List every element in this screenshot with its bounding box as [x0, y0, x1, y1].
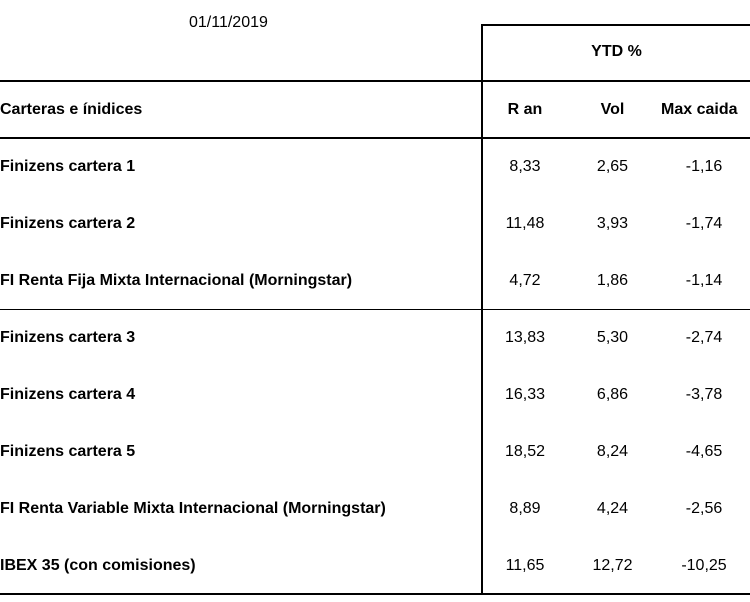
row-name: FI Renta Variable Mixta Internacional (M…	[0, 500, 386, 517]
row-name: Finizens cartera 4	[0, 386, 136, 403]
row-r-an: 8,89	[509, 500, 541, 517]
row-max-caida: -2,56	[685, 500, 723, 517]
row-max-caida: -4,65	[685, 443, 723, 460]
row-vol: 6,86	[596, 386, 629, 403]
column-divider	[481, 24, 483, 595]
row-max-caida: -2,74	[685, 329, 723, 346]
row-r-an: 16,33	[504, 386, 546, 403]
row-r-an: 4,72	[509, 272, 541, 289]
ytd-group-header: YTD %	[591, 43, 642, 60]
row-vol: 3,93	[596, 215, 629, 232]
row-vol: 8,24	[596, 443, 629, 460]
row-max-caida: -10,25	[681, 557, 727, 574]
r-an-header: R an	[507, 101, 543, 118]
group-separator-line	[0, 309, 750, 310]
row-name: Finizens cartera 3	[0, 329, 136, 346]
vol-header: Vol	[600, 101, 625, 118]
row-vol: 5,30	[596, 329, 629, 346]
row-name: FI Renta Fija Mixta Internacional (Morni…	[0, 272, 353, 289]
row-r-an: 8,33	[509, 158, 541, 175]
row-vol: 12,72	[592, 557, 633, 574]
max-caida-header: Max caida	[661, 101, 738, 118]
row-r-an: 11,65	[505, 557, 545, 574]
row-max-caida: -1,74	[685, 215, 723, 232]
first-column-header: Carteras e ínidices	[0, 101, 143, 118]
row-r-an: 13,83	[504, 329, 546, 346]
table-bottom-line	[0, 593, 750, 595]
row-r-an: 11,48	[505, 215, 545, 232]
table-date: 01/11/2019	[189, 14, 268, 31]
row-vol: 2,65	[596, 158, 629, 175]
row-max-caida: -1,14	[685, 272, 723, 289]
row-name: Finizens cartera 2	[0, 215, 136, 232]
row-vol: 4,24	[596, 500, 629, 517]
row-name: Finizens cartera 5	[0, 443, 136, 460]
row-max-caida: -3,78	[685, 386, 723, 403]
row-r-an: 18,52	[504, 443, 546, 460]
header-bottom-line	[0, 137, 750, 139]
header-line	[0, 80, 750, 82]
row-vol: 1,86	[596, 272, 629, 289]
header-top-line	[481, 24, 750, 26]
row-name: Finizens cartera 1	[0, 158, 136, 175]
row-max-caida: -1,16	[685, 158, 723, 175]
row-name: IBEX 35 (con comisiones)	[0, 557, 196, 574]
